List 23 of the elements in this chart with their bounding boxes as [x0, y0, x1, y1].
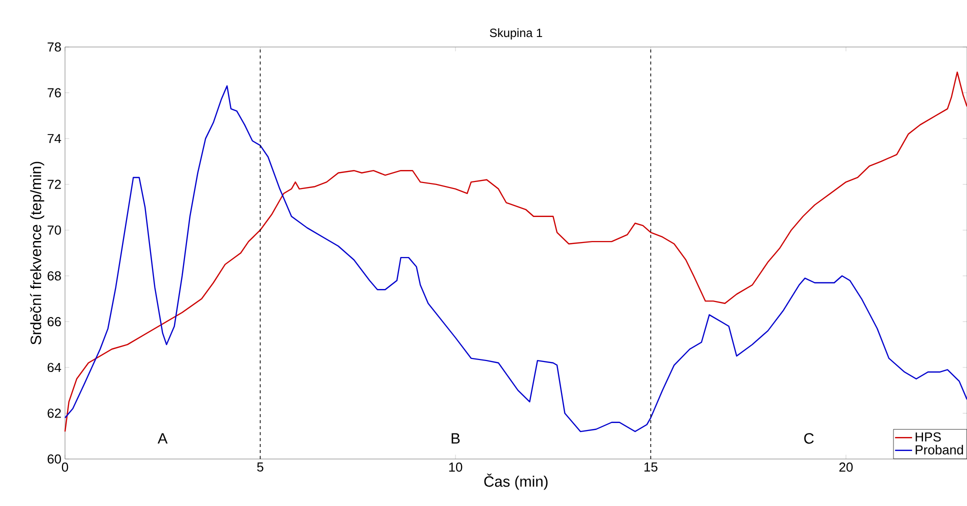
legend-label: Proband: [916, 444, 963, 454]
x-axis-title: Čas (min): [484, 474, 548, 490]
x-tick-label: 10: [449, 462, 462, 472]
y-tick-label: 64: [48, 362, 62, 372]
y-tick-label: 78: [48, 42, 61, 52]
y-tick-label: 70: [48, 226, 61, 235]
y-axis-title: Srdeční frekvence (tep/min): [30, 162, 44, 344]
y-tick-label: 60: [48, 454, 61, 464]
y-tick-label: 62: [48, 408, 61, 418]
y-tick-label: 68: [48, 271, 61, 280]
annotation: A: [158, 433, 168, 444]
x-tick-label: 0: [62, 462, 68, 472]
chart-title: Skupina 1: [490, 28, 542, 40]
x-tick-label: 20: [839, 462, 853, 472]
legend-label: HPS: [916, 432, 941, 442]
x-tick-label: 5: [257, 462, 264, 472]
y-tick-label: 66: [48, 317, 61, 326]
y-tick-label: 72: [48, 180, 61, 189]
annotation: C: [804, 433, 814, 444]
y-tick-label: 76: [48, 88, 61, 98]
y-tick-label: 74: [48, 134, 62, 144]
annotation: B: [452, 433, 460, 444]
x-tick-label: 15: [644, 462, 658, 472]
